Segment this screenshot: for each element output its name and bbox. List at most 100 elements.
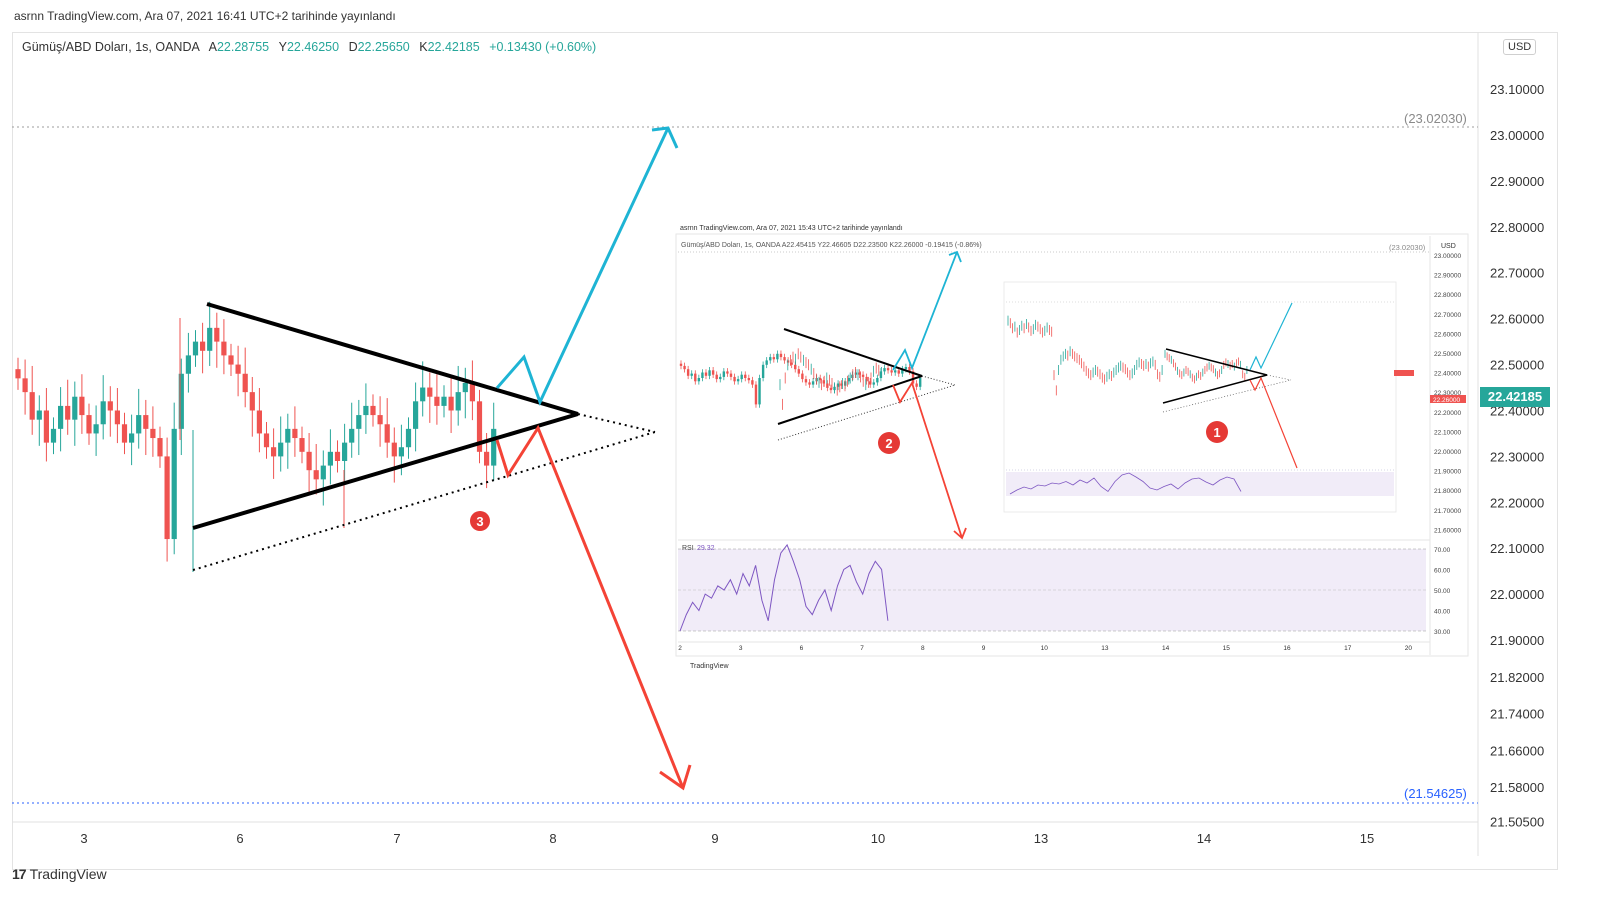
symbol-label[interactable]: Gümüş/ABD Doları, 1s, OANDA	[22, 40, 200, 54]
candle-body	[36, 410, 42, 420]
candle-body	[327, 451, 333, 466]
candle-body	[157, 438, 163, 457]
y-tick-label: 22.90000	[1490, 174, 1544, 189]
inset2-candle-body	[869, 381, 872, 385]
inset2-x-tick: 14	[1162, 645, 1170, 652]
breakout-up-arrow	[495, 127, 670, 406]
candle-body	[221, 341, 227, 356]
low-value: 22.25650	[357, 40, 410, 54]
candle-body	[441, 396, 447, 406]
inset2-candle-body	[904, 367, 908, 370]
chart-legend: Gümüş/ABD Doları, 1s, OANDA A22.28755 Y2…	[22, 40, 597, 54]
inset2-y-tick: 22.00000	[1434, 449, 1461, 456]
candle-body	[121, 424, 128, 443]
candle-body	[100, 401, 106, 425]
publish-info: asrnn TradingView.com, Ara 07, 2021 16:4…	[14, 9, 396, 23]
inset1-apex-ext	[1266, 374, 1292, 381]
y-tick-label: 21.58000	[1490, 780, 1544, 795]
badge-3	[470, 511, 490, 531]
y-tick-label: 22.30000	[1490, 449, 1544, 464]
inset2-candle-body	[819, 378, 822, 381]
inset2-y-tick: 21.90000	[1434, 469, 1461, 476]
candle-body	[249, 392, 255, 411]
inset2-candle-body	[890, 370, 893, 373]
inset2-candle-body	[776, 353, 779, 360]
x-tick-label: 13	[1034, 831, 1048, 846]
candle-body	[427, 387, 433, 397]
candle-body	[114, 410, 120, 425]
inset2-rsi-tick: 50.00	[1434, 588, 1451, 595]
inset2-y-tick: 22.20000	[1434, 410, 1461, 417]
candle-body	[420, 387, 426, 402]
y-tick-label: 22.50000	[1490, 358, 1544, 373]
candle-body	[235, 364, 241, 374]
candle-body	[256, 410, 262, 434]
inset2-legend: Gümüş/ABD Doları, 1s, OANDA A22.45415 Y2…	[681, 242, 982, 249]
inset2-x-tick: 13	[1101, 645, 1109, 652]
inset2-candle-body	[690, 373, 693, 376]
breakout-up-arrowhead	[651, 126, 679, 149]
inset1-lower-ext	[1162, 379, 1292, 413]
inset2-x-tick: 20	[1405, 645, 1413, 652]
inset2-candle-body	[747, 378, 751, 381]
badge-3-label: 3	[476, 514, 483, 529]
y-tick-label: 21.90000	[1490, 633, 1544, 648]
inset2-y-tick: 22.80000	[1434, 292, 1461, 299]
inset2-candle-body	[879, 371, 883, 378]
inset2-rsi-band	[678, 549, 1426, 631]
candle-body	[242, 373, 248, 393]
hline-top-label: (23.02030)	[1404, 111, 1467, 126]
candle-body	[320, 465, 326, 480]
x-tick-label: 10	[871, 831, 885, 846]
inset2-last-price-bg	[1430, 395, 1466, 403]
y-tick-label: 21.66000	[1490, 743, 1544, 758]
inset2-rsi-tick: 40.00	[1434, 609, 1451, 616]
inset2-candle-body	[876, 378, 879, 383]
inset2-candle-body	[783, 357, 786, 361]
inset2-currency: USD	[1441, 243, 1456, 250]
inset2-up-arrow	[892, 251, 958, 371]
candle-body	[228, 355, 234, 365]
x-tick-label: 6	[236, 831, 243, 846]
candle-body	[143, 415, 149, 429]
inset1-last-price	[1394, 370, 1414, 376]
inset2-candle-body	[894, 370, 897, 373]
y-tick-label: 22.00000	[1490, 587, 1544, 602]
candle-body	[200, 341, 206, 351]
inset2-candle-body	[751, 380, 754, 385]
inset2-candle-body	[736, 379, 740, 382]
inset2-y-tick: 21.60000	[1434, 527, 1461, 534]
candle-body	[306, 451, 312, 471]
inset1-rsi-line	[1009, 472, 1242, 495]
inset2-candle-body	[840, 383, 843, 386]
inset2-candle-body	[761, 364, 765, 378]
inset2-y-tick: 22.40000	[1434, 371, 1461, 378]
inset1-down-arrow	[1249, 376, 1298, 469]
y-tick-label: 22.10000	[1490, 541, 1544, 556]
inset1-badge	[1206, 421, 1228, 443]
inset2-triangle-lower	[777, 375, 923, 425]
inset2-candle-body	[744, 374, 747, 378]
candle-body	[29, 392, 35, 420]
inset2-y-tick: 23.00000	[1434, 253, 1461, 260]
inset2-candle-body	[865, 376, 868, 382]
candle-body	[413, 401, 419, 429]
inset2-candle-body	[694, 373, 697, 382]
inset2-candle-body	[801, 373, 804, 380]
inset2-x-tick: 6	[800, 645, 804, 652]
candle-body	[150, 428, 156, 439]
inset2-x-tick: 3	[739, 645, 743, 652]
y-tick-label: 21.82000	[1490, 670, 1544, 685]
candle-body	[285, 428, 291, 443]
inset2-candle-body	[826, 383, 829, 388]
candle-body	[107, 401, 113, 411]
triangle-lower-line	[192, 412, 579, 530]
inset2-x-tick: 2	[678, 645, 682, 652]
currency-badge[interactable]: USD	[1503, 39, 1537, 55]
candle-body	[72, 396, 78, 420]
inset1-rsi-band	[1006, 472, 1394, 496]
candle-body	[171, 428, 177, 540]
footer-brand: 17 TradingView	[12, 866, 107, 882]
candle-body	[469, 382, 475, 402]
